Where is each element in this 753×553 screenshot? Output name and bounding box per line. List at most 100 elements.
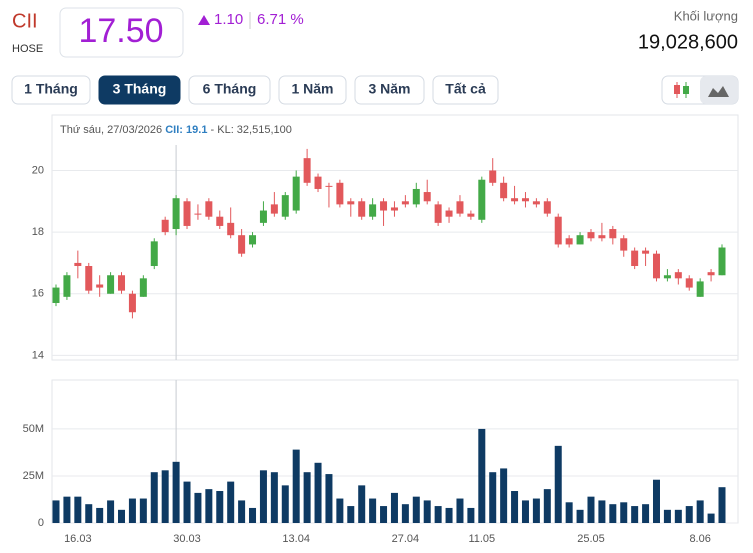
volume-bar <box>227 481 235 523</box>
tab-label[interactable]: 1 Năm <box>291 81 333 97</box>
volume-bar <box>401 504 409 523</box>
candle-body <box>216 216 224 226</box>
x-tick-label: 13.04 <box>282 533 310 545</box>
change-pct: 6.71 % <box>257 11 304 28</box>
candle-body <box>194 213 202 215</box>
tooltip-date: Thứ sáu, 27/03/2026 <box>60 124 162 136</box>
x-tick-label: 30.03 <box>173 533 201 545</box>
volume-bar <box>489 472 497 523</box>
volume-bar <box>609 504 617 523</box>
volume-bar <box>107 500 115 523</box>
volume-bar <box>150 472 158 523</box>
volume-bar <box>707 513 715 523</box>
candle-body <box>532 201 540 205</box>
volume-bar <box>587 496 595 523</box>
candle-body <box>478 179 486 220</box>
tab[interactable] <box>432 75 499 105</box>
y-tick-label: 0 <box>38 517 44 529</box>
y-tick-label: 16 <box>32 288 44 300</box>
volume-label: Khối lượng <box>674 8 738 23</box>
volume-bar <box>565 502 573 523</box>
tab[interactable] <box>11 75 91 105</box>
y-tick-label: 14 <box>32 349 44 361</box>
tab[interactable] <box>354 75 425 105</box>
tab-label[interactable]: 6 Tháng <box>203 81 257 97</box>
candle-body <box>281 195 289 217</box>
candle-body <box>128 293 136 313</box>
volume-bar <box>718 487 726 523</box>
candle-body <box>674 272 682 279</box>
candle-body <box>609 229 617 239</box>
candle-body <box>139 278 147 297</box>
volume-bar <box>467 507 475 523</box>
candle-body <box>358 201 366 217</box>
tab[interactable] <box>98 75 181 105</box>
candle-body <box>620 238 628 251</box>
tab-label[interactable]: 3 Năm <box>368 81 410 97</box>
candle-body <box>96 284 104 288</box>
tooltip-volume: - KL: 32,515,100 <box>211 124 292 136</box>
candle-body <box>598 235 606 239</box>
candle-body <box>456 201 464 214</box>
exchange: HOSE <box>12 43 43 55</box>
candle-body <box>85 266 93 291</box>
tab-label[interactable]: 3 Tháng <box>113 81 167 97</box>
candle-body <box>467 213 475 217</box>
volume-bar <box>281 485 289 523</box>
volume-bar <box>161 470 169 523</box>
volume-bar <box>85 504 93 523</box>
candle-body <box>63 275 71 297</box>
candle-body <box>52 287 60 303</box>
candle-body <box>259 210 267 223</box>
candle-body <box>303 158 311 183</box>
y-tick-label: 50M <box>23 423 44 435</box>
candle-body <box>161 219 169 233</box>
volume-bar <box>456 498 464 523</box>
volume-bar <box>52 500 60 523</box>
volume-bar <box>521 500 529 523</box>
icon <box>708 86 729 97</box>
volume-bar <box>74 496 82 523</box>
candle-body <box>238 235 246 254</box>
x-tick-label: 16.03 <box>64 533 92 545</box>
volume-bar <box>543 489 551 523</box>
volume-bar <box>663 509 671 523</box>
volume-bar <box>598 500 606 523</box>
volume-bar <box>172 461 180 523</box>
area-mode[interactable] <box>700 76 738 104</box>
price: 17.50 <box>78 12 163 50</box>
volume-bar <box>128 498 136 523</box>
candle-body <box>642 250 650 254</box>
volume-bar <box>63 496 71 523</box>
y-tick-label: 20 <box>32 164 44 176</box>
tab-label[interactable]: 1 Tháng <box>24 81 78 97</box>
candle-body <box>380 201 388 211</box>
symbol: CII <box>12 10 38 32</box>
candle-body <box>511 198 519 202</box>
volume-bar <box>270 472 278 523</box>
volume-bar <box>194 492 202 523</box>
price-panel <box>51 114 739 361</box>
tab[interactable] <box>188 75 271 105</box>
volume-bar <box>390 492 398 523</box>
candle-body <box>107 275 115 294</box>
candle-body <box>521 198 529 202</box>
volume-bar <box>412 496 420 523</box>
volume-bar <box>511 491 519 523</box>
volume-bar <box>139 498 147 523</box>
candle-body <box>336 182 344 205</box>
volume-bar <box>259 470 267 523</box>
volume-bar <box>358 485 366 523</box>
volume-bar <box>685 506 693 523</box>
volume-bar <box>216 491 224 523</box>
candle-body <box>390 207 398 211</box>
candle-body <box>249 235 257 245</box>
tab[interactable] <box>278 75 347 105</box>
candle-body <box>554 216 562 245</box>
tab-label[interactable]: Tất cả <box>445 81 486 97</box>
volume-bar <box>183 481 191 523</box>
volume-bar <box>347 506 355 523</box>
volume-bar <box>620 502 628 523</box>
candle-body <box>718 247 726 276</box>
y-tick-label: 25M <box>23 470 44 482</box>
